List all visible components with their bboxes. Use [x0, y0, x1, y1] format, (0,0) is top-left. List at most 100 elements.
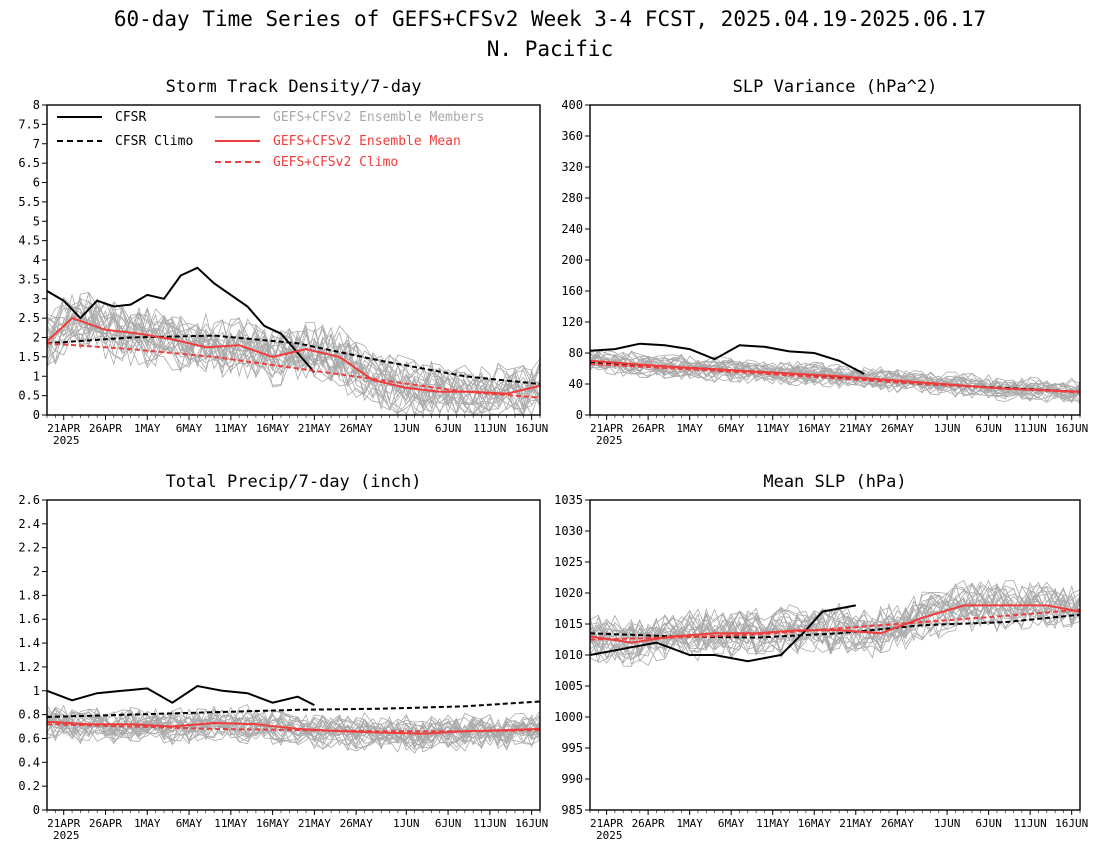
plot-frame: [589, 499, 1081, 811]
legend-label: GEFS+CFSv2 Ensemble Members: [273, 110, 484, 125]
y-tick-label: 1: [33, 369, 40, 383]
x-tick-label: 6MAY: [718, 817, 745, 830]
x-tick-label: 1JUN: [934, 817, 961, 830]
y-tick-label: 1035: [554, 493, 583, 507]
y-tick-label: 1: [33, 684, 40, 698]
figure-title: 60-day Time Series of GEFS+CFSv2 Week 3-…: [114, 7, 986, 31]
x-tick-label: 26MAY: [340, 817, 373, 830]
y-tick-label: 2.6: [18, 493, 40, 507]
y-tick-label: 1015: [554, 617, 583, 631]
x-tick-label: 16JUN: [515, 422, 548, 435]
y-tick-label: 0.5: [18, 389, 40, 403]
x-tick-label: 11JUN: [1014, 422, 1047, 435]
ensemble-member-line: [589, 592, 1081, 663]
ensemble-member-line: [46, 322, 541, 416]
y-tick-label: 5.5: [18, 195, 40, 209]
x-tick-label: 1MAY: [676, 817, 703, 830]
x-tick-label: 16MAY: [798, 817, 831, 830]
chart-panel-3: Total Precip/7-day (inch)00.20.40.60.811…: [18, 472, 548, 842]
y-tick-label: 1.5: [18, 350, 40, 364]
y-tick-label: 0: [33, 803, 40, 817]
y-tick-label: 2.2: [18, 541, 40, 555]
x-tick-label: 21APR: [47, 817, 80, 830]
x-tick-label: 6MAY: [718, 422, 745, 435]
legend-label: CFSR Climo: [115, 134, 193, 149]
ensemble-member-line: [589, 354, 1081, 400]
y-tick-label: 4: [33, 253, 40, 267]
y-tick-label: 1030: [554, 524, 583, 538]
x-tick-label: 1JUN: [393, 422, 420, 435]
plot-frame: [46, 104, 541, 416]
ensemble-member-line: [46, 705, 541, 741]
panel-title: SLP Variance (hPa^2): [733, 77, 938, 97]
y-tick-label: 360: [561, 129, 583, 143]
plot-frame: [46, 499, 541, 811]
panel-title: Mean SLP (hPa): [763, 472, 906, 492]
gefs-cfsv2-climo-line: [589, 362, 1081, 394]
y-tick-label: 0.8: [18, 708, 40, 722]
gefs-cfsv2-climo-line: [46, 723, 541, 733]
ensemble-member-line: [46, 717, 541, 754]
ensemble-member-line: [46, 716, 541, 751]
y-tick-label: 985: [561, 803, 583, 817]
ensemble-member-line: [46, 709, 541, 745]
y-tick-label: 0.2: [18, 779, 40, 793]
cfsr-line: [46, 266, 316, 374]
y-tick-label: 1.6: [18, 612, 40, 626]
x-tick-label: 26APR: [89, 817, 122, 830]
y-tick-label: 2: [33, 331, 40, 345]
cfsr-line: [589, 604, 856, 663]
x-tick-label: 6MAY: [176, 422, 203, 435]
x-tick-label: 6JUN: [975, 422, 1002, 435]
x-tick-label: 16MAY: [256, 422, 289, 435]
ensemble-member-line: [46, 292, 541, 399]
y-tick-label: 160: [561, 284, 583, 298]
x-tick-label: 11JUN: [1014, 817, 1047, 830]
y-tick-label: 0.6: [18, 731, 40, 745]
x-tick-label: 16JUN: [515, 817, 548, 830]
legend-label: CFSR: [115, 110, 146, 125]
legend-label: GEFS+CFSv2 Climo: [273, 155, 398, 170]
cfsr-line: [46, 684, 315, 706]
ensemble-member-line: [589, 351, 1081, 393]
y-tick-label: 1.2: [18, 660, 40, 674]
y-tick-label: 320: [561, 160, 583, 174]
x-tick-label: 21APR: [47, 422, 80, 435]
x-tick-label: 26APR: [632, 422, 665, 435]
y-tick-label: 3: [33, 292, 40, 306]
x-tick-label: 11JUN: [473, 422, 506, 435]
x-tick-label: 16JUN: [1055, 422, 1088, 435]
x-tick-label: 21APR: [590, 817, 623, 830]
x-tick-label: 16JUN: [1055, 817, 1088, 830]
y-tick-label: 400: [561, 98, 583, 112]
cfsr-line: [589, 342, 865, 375]
y-tick-label: 280: [561, 191, 583, 205]
y-tick-label: 5: [33, 214, 40, 228]
y-tick-label: 0.4: [18, 755, 40, 769]
x-tick-label: 21MAY: [839, 817, 872, 830]
x-tick-label: 6MAY: [176, 817, 203, 830]
y-tick-label: 1005: [554, 679, 583, 693]
y-tick-label: 7: [33, 137, 40, 151]
ensemble-members: [589, 579, 1081, 667]
x-tick-label: 11MAY: [756, 817, 789, 830]
ensemble-member-line: [46, 299, 541, 409]
chart-panel-2: SLP Variance (hPa^2) 0 40 80 120 160 200 240 280…: [561, 77, 1088, 447]
x-year-label: 2025: [596, 829, 623, 842]
y-tick-label: 2.4: [18, 517, 40, 531]
ensemble-member-line: [589, 358, 1081, 402]
x-tick-label: 26APR: [632, 817, 665, 830]
y-tick-label: 1000: [554, 710, 583, 724]
y-tick-label: 200: [561, 253, 583, 267]
ensemble-members: [46, 292, 541, 416]
x-tick-label: 11MAY: [756, 422, 789, 435]
ensemble-members: [589, 348, 1081, 405]
x-tick-label: 11JUN: [473, 817, 506, 830]
cfsr-climo-line: [46, 700, 541, 718]
x-tick-label: 16MAY: [256, 817, 289, 830]
y-tick-label: 120: [561, 315, 583, 329]
y-tick-label: 3.5: [18, 272, 40, 286]
y-tick-label: 1010: [554, 648, 583, 662]
x-tick-label: 26MAY: [340, 422, 373, 435]
